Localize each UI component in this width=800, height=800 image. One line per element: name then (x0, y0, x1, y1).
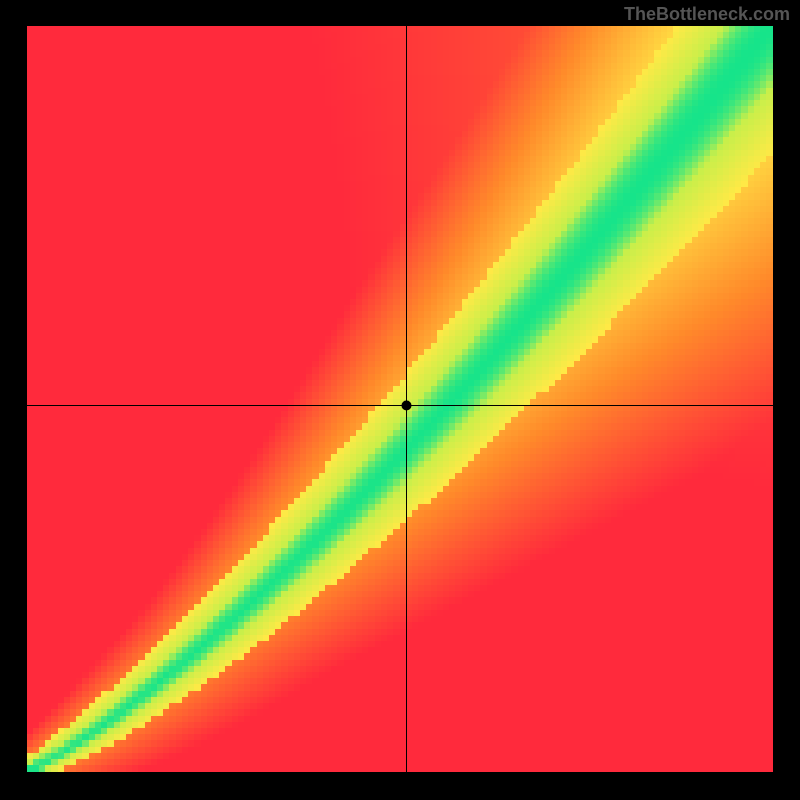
heatmap-canvas (27, 26, 773, 772)
watermark-text: TheBottleneck.com (624, 4, 790, 25)
chart-container: TheBottleneck.com (0, 0, 800, 800)
plot-area (27, 26, 773, 772)
